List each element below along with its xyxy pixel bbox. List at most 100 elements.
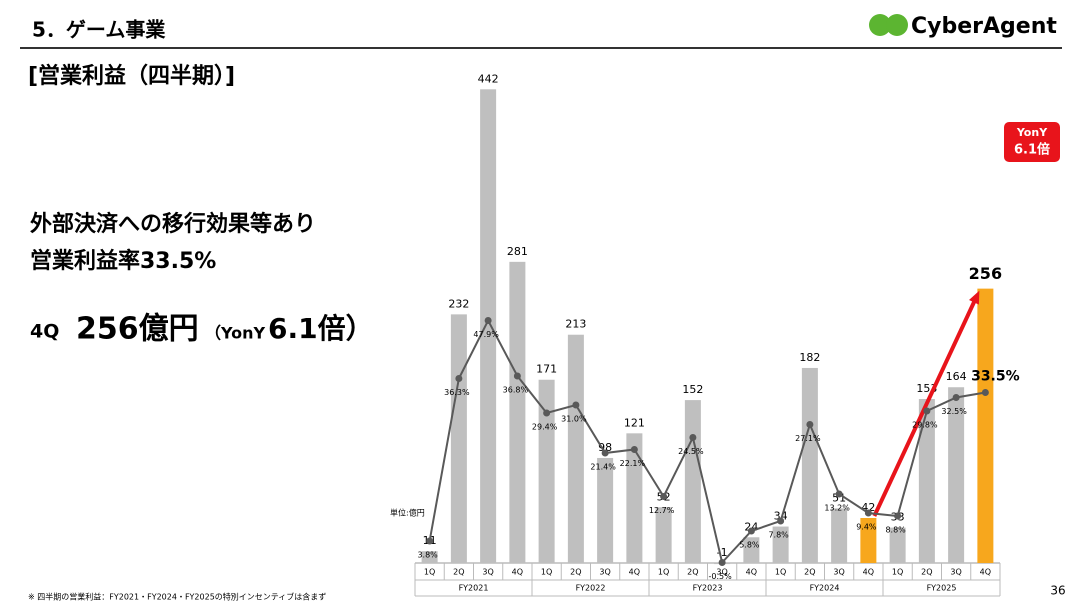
x-tick-label: 3Q <box>716 568 727 577</box>
margin-label: 47.9% <box>473 330 499 339</box>
margin-point <box>718 559 726 566</box>
margin-label: 24.5% <box>678 447 704 456</box>
group-label: FY2024 <box>810 584 840 593</box>
section-title: 5．ゲーム事業 <box>32 18 166 42</box>
margin-point <box>660 493 668 500</box>
bar-label: 164 <box>946 370 967 383</box>
margin-point <box>484 317 492 324</box>
bar-label: 442 <box>478 72 499 85</box>
margin-point <box>543 409 551 417</box>
margin-point <box>601 449 609 457</box>
margin-label: 33.5% <box>971 369 1020 385</box>
x-tick-label: 2Q <box>921 568 932 577</box>
margin-point <box>806 421 814 428</box>
bar <box>743 537 760 563</box>
margin-label: 27.1% <box>795 434 821 443</box>
margin-label: 7.8% <box>768 531 789 540</box>
bar <box>801 367 818 563</box>
margin-label: 5.8% <box>739 541 760 550</box>
margin-point <box>777 517 785 525</box>
bar <box>626 433 643 563</box>
margin-point <box>689 434 697 441</box>
bar <box>509 261 526 563</box>
x-tick-label: 2Q <box>804 568 815 577</box>
margin-label: 3.8% <box>417 551 438 560</box>
margin-point <box>572 401 580 409</box>
bar <box>977 288 994 563</box>
bar-label: 256 <box>969 264 1002 283</box>
callout-box <box>1004 122 1060 162</box>
margin-point <box>747 527 755 535</box>
x-tick-label: 1Q <box>541 568 552 577</box>
logo-mark <box>886 14 908 36</box>
arrow-head <box>968 290 980 305</box>
x-tick-label: 2Q <box>570 568 581 577</box>
x-tick-label: 3Q <box>950 568 961 577</box>
x-tick-label: 4Q <box>629 568 640 577</box>
x-tick-label: 3Q <box>599 568 610 577</box>
margin-label: 29.8% <box>912 421 938 430</box>
margin-label: 13.2% <box>824 504 850 513</box>
bar-label: 121 <box>624 416 645 429</box>
bar-label: 51 <box>832 491 846 504</box>
margin-point <box>864 509 872 517</box>
bar <box>831 508 848 563</box>
margin-point <box>981 389 989 396</box>
bar <box>421 551 438 563</box>
bar-label: 232 <box>448 297 469 310</box>
margin-label: 36.8% <box>503 386 529 395</box>
group-label: FY2025 <box>927 584 957 593</box>
x-tick-label: 4Q <box>512 568 523 577</box>
point: 営業利益率33.5% <box>30 248 216 274</box>
bar <box>684 400 701 563</box>
margin-point <box>923 407 931 415</box>
x-tick-label: 2Q <box>687 568 698 577</box>
x-tick-label: 4Q <box>980 568 991 577</box>
x-tick-label: 3Q <box>833 568 844 577</box>
margin-label: 32.5% <box>941 407 967 416</box>
group-label: FY2021 <box>459 584 489 593</box>
margin-label: 22.1% <box>620 459 646 468</box>
bar <box>480 89 497 563</box>
margin-point <box>630 446 638 453</box>
point: 6.1倍） <box>268 312 374 345</box>
point: 外部決済への移行効果等あり <box>30 211 316 237</box>
margin-label: 8.8% <box>885 526 906 535</box>
x-tick-label: 2Q <box>453 568 464 577</box>
margin-label: 29.4% <box>532 423 558 432</box>
margin-label: 36.3% <box>444 388 470 397</box>
bar <box>860 517 877 563</box>
bar <box>889 527 906 563</box>
margin-label: -0.5% <box>709 572 733 581</box>
bar <box>655 507 672 563</box>
margin-point <box>952 394 960 401</box>
group-label: FY2022 <box>576 584 606 593</box>
margin-label: 31.0% <box>561 415 587 424</box>
x-tick-label: 1Q <box>424 568 435 577</box>
bar <box>597 457 614 563</box>
callout-text: YonY <box>1016 126 1048 139</box>
unit-label: 単位:億円 <box>390 508 425 518</box>
bar-label: 98 <box>598 441 612 454</box>
bar-label: 182 <box>799 351 820 364</box>
arrow <box>872 297 978 517</box>
logo-text: CyberAgent <box>911 14 1057 39</box>
group-label: FY2023 <box>693 584 723 593</box>
bar <box>567 334 584 563</box>
logo-mark <box>869 14 891 36</box>
x-tick-label: 3Q <box>482 568 493 577</box>
margin-label: 12.7% <box>649 506 675 515</box>
margin-point <box>426 537 434 545</box>
point: 4Q <box>30 321 59 343</box>
x-tick-label: 4Q <box>863 568 874 577</box>
point: （YonY <box>205 324 266 343</box>
bar-label: 213 <box>565 318 586 331</box>
margin-point <box>513 372 521 380</box>
margin-point <box>835 490 843 498</box>
heading: [営業利益（四半期）] <box>28 63 235 89</box>
margin-label: 9.4% <box>856 523 877 532</box>
margin-point <box>455 375 463 382</box>
bar <box>538 379 555 563</box>
footnote: ※ 四半期の営業利益：FY2021・FY2024・FY2025の特別インセンティ… <box>28 592 326 602</box>
